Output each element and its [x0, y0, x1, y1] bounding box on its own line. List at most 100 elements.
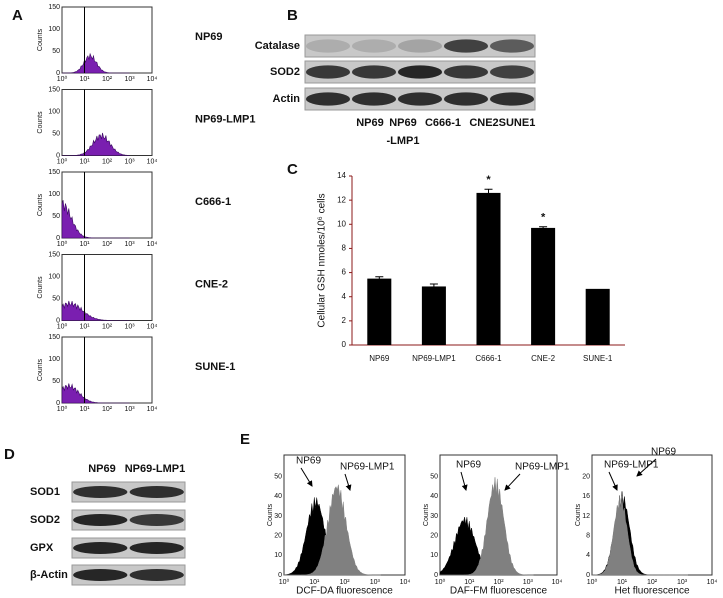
y-axis-label: Counts: [37, 276, 44, 299]
x-tick-label: 10²: [102, 323, 113, 330]
protein-label: Catalase: [255, 40, 300, 52]
y-tick-label: 0: [278, 572, 282, 579]
y-tick-label: 0: [434, 572, 438, 579]
x-tick-label: CNE-2: [531, 354, 556, 363]
blot-band: [305, 39, 351, 53]
x-tick-label: 10²: [102, 241, 113, 248]
blot-band: [351, 92, 397, 106]
bar: [476, 192, 501, 345]
x-tick-label: 10⁴: [147, 323, 158, 330]
histogram-label: NP69-LMP1: [604, 460, 659, 471]
cell-line-label: C666-1: [195, 196, 231, 208]
y-tick-label: 50: [52, 378, 60, 385]
x-tick-label: 10⁰: [279, 578, 290, 586]
y-tick-label: 50: [52, 213, 60, 220]
y-tick-label: 16: [582, 493, 590, 500]
x-tick-label: 10⁰: [57, 75, 68, 83]
blot-band: [73, 569, 128, 581]
x-tick-label: 10³: [677, 579, 688, 586]
histogram: [62, 132, 130, 156]
protein-label: β-Actin: [30, 569, 68, 581]
error-bar: [539, 226, 548, 230]
x-tick-label: 10²: [647, 579, 658, 586]
histogram-label: NP69: [296, 456, 321, 467]
histogram: [62, 52, 130, 74]
blot-band: [443, 65, 489, 79]
x-tick-label: 10¹: [79, 158, 90, 165]
error-bar: [484, 188, 493, 198]
x-axis-label: DAF-FM fluorescence: [450, 586, 548, 597]
lane-label: NP69: [88, 463, 116, 475]
blot-band: [489, 39, 535, 53]
histogram: [61, 300, 130, 321]
x-tick-label: NP69-LMP1: [412, 354, 456, 363]
x-tick-label: 10¹: [79, 241, 90, 248]
x-tick-label: 10⁰: [57, 157, 68, 165]
x-tick-label: 10⁰: [57, 322, 68, 330]
y-tick-label: 0: [56, 400, 60, 407]
histogram: [284, 484, 381, 576]
error-bar: [375, 276, 384, 281]
y-tick-label: 2: [342, 316, 347, 325]
blot-band: [73, 486, 128, 498]
y-tick-label: 150: [48, 251, 60, 258]
y-tick-label: 150: [48, 4, 60, 11]
histogram: [592, 495, 688, 576]
y-tick-label: 10: [430, 552, 438, 559]
y-tick-label: 20: [582, 473, 590, 480]
y-axis-label: Counts: [267, 503, 274, 526]
y-axis-label: Counts: [37, 358, 44, 381]
bar: [531, 227, 556, 345]
blot-band: [129, 569, 184, 581]
y-axis-label: Counts: [423, 503, 430, 526]
arrow: [300, 467, 313, 487]
x-tick-label: 10¹: [79, 406, 90, 413]
y-tick-label: 100: [48, 26, 60, 33]
cell-line-label: SUNE-1: [195, 361, 235, 373]
x-tick-label: 10³: [124, 406, 135, 413]
blot-band: [489, 92, 535, 106]
blot-band: [397, 65, 443, 79]
y-tick-label: 150: [48, 86, 60, 93]
y-tick-label: 100: [48, 108, 60, 115]
y-tick-label: 100: [48, 356, 60, 363]
x-tick-label: 10³: [124, 76, 135, 83]
histogram: [61, 383, 130, 404]
x-tick-label: 10⁰: [57, 405, 68, 413]
x-tick-label: 10²: [102, 76, 113, 83]
arrow: [460, 471, 468, 491]
y-axis-label: Counts: [37, 193, 44, 216]
bar: [585, 288, 610, 345]
y-tick-label: 100: [48, 191, 60, 198]
y-axis-label: Counts: [37, 111, 44, 134]
x-tick-label: 10⁴: [147, 406, 158, 413]
x-axis-label: DCF-DA fluorescence: [296, 586, 393, 597]
histogram: [61, 200, 130, 239]
lane-label: NP69: [389, 117, 417, 129]
histogram: [440, 477, 534, 576]
arrow: [636, 458, 657, 477]
lane-label: NP69: [356, 117, 384, 129]
arrow: [608, 471, 618, 491]
y-tick-label: 10: [337, 219, 346, 228]
y-tick-label: 20: [274, 532, 282, 539]
cell-line-label: NP69-LMP1: [195, 113, 256, 125]
y-tick-label: 4: [342, 292, 347, 301]
blot-band: [351, 39, 397, 53]
x-tick-label: 10¹: [79, 323, 90, 330]
x-tick-label: 10⁴: [147, 76, 158, 83]
y-tick-label: 0: [342, 340, 347, 349]
x-tick-label: 10⁴: [707, 579, 718, 586]
y-tick-label: 150: [48, 334, 60, 341]
blot-band: [129, 514, 184, 526]
cell-line-label: CNE-2: [195, 278, 228, 290]
histogram-label: NP69-LMP1: [340, 462, 395, 473]
x-tick-label: 10²: [102, 406, 113, 413]
significance-marker: *: [486, 174, 491, 186]
histogram-frame: [61, 6, 153, 74]
blot-band: [489, 65, 535, 79]
x-tick-label: 10⁴: [147, 241, 158, 248]
y-tick-label: 12: [337, 195, 346, 204]
y-tick-label: 0: [56, 235, 60, 242]
